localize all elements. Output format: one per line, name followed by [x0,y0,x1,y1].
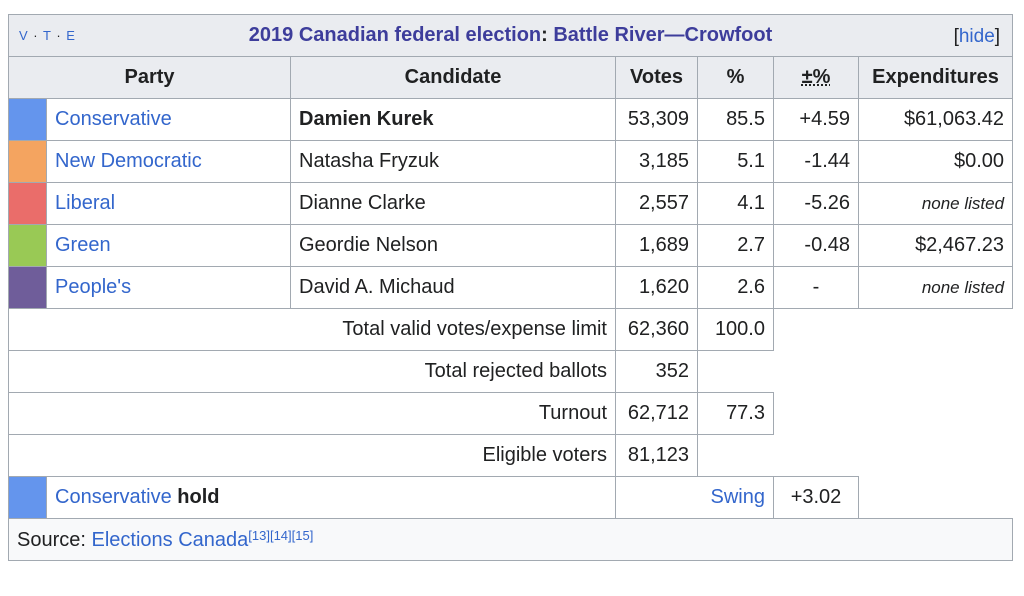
result-party-link[interactable]: Conservative [55,486,172,508]
change-cell: +4.59 [773,98,859,141]
votes-cell: 1,620 [615,266,698,309]
riding-link[interactable]: Battle River—Crowfoot [553,24,773,46]
expenditures-cell: none listed [857,266,1014,309]
expenditures-note: none listed [921,194,1005,213]
table-row: People's David A. Michaud 1,620 2.6 - no… [8,266,1014,309]
candidate-name: Natasha Fryzuk [290,140,616,183]
edit-link[interactable]: E [66,28,76,43]
pct-cell: 2.6 [697,266,774,309]
change-abbr[interactable]: ±% [801,66,831,88]
empty-cell [697,434,1013,477]
hide-toggle[interactable]: [hide] [954,26,1000,48]
total-valid-label: Total valid votes/expense limit [8,308,616,351]
source-label: Source: [17,528,92,551]
turnout-label: Turnout [8,392,616,435]
hide-open-bracket: [ [953,26,959,47]
rejected-row: Total rejected ballots 352 [8,350,1013,393]
result-color-swatch [8,476,47,519]
change-cell: - [773,266,859,309]
result-cell: Conservative hold [46,476,616,519]
change-cell: -0.48 [773,224,859,267]
eligible-label: Eligible voters [8,434,616,477]
candidate-name: Geordie Nelson [290,224,616,267]
col-expenditures: Expenditures [857,56,1014,99]
expenditures-cell: $2,467.23 [857,224,1014,267]
table-row: Conservative Damien Kurek 53,309 85.5 +4… [8,98,1014,141]
col-party: Party [8,56,291,99]
party-link[interactable]: New Democratic [46,140,291,183]
expenditures-cell: none listed [857,182,1014,225]
col-pct: % [697,56,774,99]
election-title[interactable]: 2019 Canadian federal election [248,24,542,46]
total-valid-votes: 62,360 [615,308,698,351]
party-link[interactable]: People's [46,266,291,309]
source-cell: Source: Elections Canada[13][14][15] [7,518,1014,561]
candidate-name: David A. Michaud [290,266,616,309]
party-color-swatch [8,140,47,183]
change-cell: -1.44 [773,140,859,183]
votes-cell: 3,185 [615,140,698,183]
party-color-swatch [8,98,47,141]
ref-13[interactable]: [13] [248,527,270,543]
swing-cell: Swing [615,476,774,519]
col-candidate: Candidate [290,56,616,99]
party-color-swatch [8,182,47,225]
empty-cell [773,308,1013,351]
ref-15[interactable]: [15] [291,527,314,543]
swing-link[interactable]: Swing [710,486,765,508]
empty-cell [773,392,1013,435]
eligible-votes: 81,123 [615,434,698,477]
pct-cell: 85.5 [697,98,774,141]
source-row: Source: Elections Canada[13][14][15] [7,518,1014,561]
header-row: Party Candidate Votes % ±% Expenditures [8,56,1014,99]
hide-link[interactable]: hide [958,26,995,47]
change-cell: -5.26 [773,182,859,225]
rejected-votes: 352 [615,350,698,393]
party-link[interactable]: Green [46,224,291,267]
election-results-table: V · T · E 2019 Canadian federal election… [7,14,1014,561]
total-valid-pct: 100.0 [697,308,774,351]
total-valid-row: Total valid votes/expense limit 62,360 1… [8,308,1013,351]
table-row: Green Geordie Nelson 1,689 2.7 -0.48 $2,… [8,224,1014,267]
hide-close-bracket: ] [994,26,1001,47]
expenditures-cell: $0.00 [857,140,1014,183]
party-link[interactable]: Liberal [46,182,291,225]
empty-cell [697,350,1013,393]
votes-cell: 2,557 [615,182,698,225]
eligible-row: Eligible voters 81,123 [8,434,1013,477]
empty-cell [858,476,1013,519]
party-color-swatch [8,224,47,267]
party-color-swatch [8,266,47,309]
title-separator: : [541,24,554,46]
title-row: V · T · E 2019 Canadian federal election… [7,14,1014,57]
table-row: New Democratic Natasha Fryzuk 3,185 5.1 … [8,140,1014,183]
rejected-label: Total rejected ballots [8,350,616,393]
candidate-name: Dianne Clarke [290,182,616,225]
col-votes: Votes [615,56,698,99]
votes-cell: 53,309 [615,98,698,141]
pct-cell: 4.1 [697,182,774,225]
votes-cell: 1,689 [615,224,698,267]
pct-cell: 5.1 [697,140,774,183]
candidate-name: Damien Kurek [290,98,616,141]
turnout-row: Turnout 62,712 77.3 [8,392,1013,435]
result-outcome: hold [177,486,220,508]
turnout-pct: 77.3 [697,392,774,435]
col-change: ±% [773,56,859,99]
swing-value: +3.02 [773,476,859,519]
view-link[interactable]: V [19,28,29,43]
table-row: Liberal Dianne Clarke 2,557 4.1 -5.26 no… [8,182,1014,225]
table-caption: V · T · E 2019 Canadian federal election… [7,14,1014,57]
pct-cell: 2.7 [697,224,774,267]
source-link[interactable]: Elections Canada [91,528,249,551]
expenditures-cell: $61,063.42 [857,98,1014,141]
talk-link[interactable]: T [43,28,52,43]
expenditures-note: none listed [921,278,1005,297]
vte-navbar: V · T · E [19,28,76,43]
result-row: Conservative hold Swing +3.02 [8,476,1013,519]
ref-14[interactable]: [14] [269,527,292,543]
party-link[interactable]: Conservative [46,98,291,141]
turnout-votes: 62,712 [615,392,698,435]
